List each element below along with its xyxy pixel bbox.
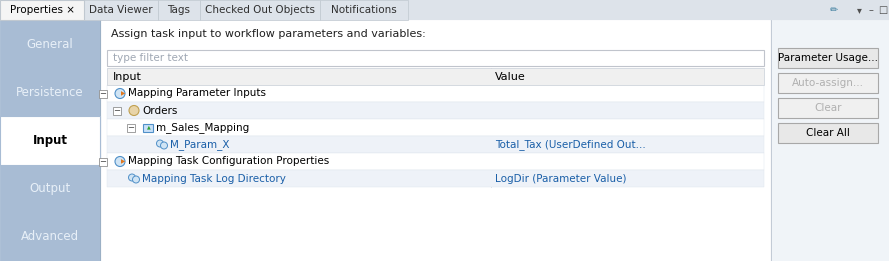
Text: Value: Value [495, 72, 526, 81]
Bar [101, 20, 770, 261]
Text: Data Viewer: Data Viewer [89, 5, 153, 15]
Bar [0, 0, 889, 20]
Text: M_Param_X: M_Param_X [170, 139, 229, 150]
Text: LogDir (Parameter Value): LogDir (Parameter Value) [495, 174, 627, 183]
Bar [99, 90, 107, 98]
Text: ▲: ▲ [147, 124, 151, 129]
Circle shape [115, 157, 125, 167]
Bar [778, 123, 878, 143]
Circle shape [156, 140, 164, 147]
Bar [770, 20, 889, 261]
Bar [778, 98, 878, 118]
Text: ▾: ▾ [857, 5, 861, 15]
Bar [107, 153, 764, 170]
Bar [113, 106, 121, 115]
Bar [107, 136, 764, 153]
Bar [127, 123, 135, 132]
Text: m_Sales_Mapping: m_Sales_Mapping [156, 122, 249, 133]
Text: Assign task input to workflow parameters and variables:: Assign task input to workflow parameters… [111, 29, 426, 39]
Text: Input: Input [33, 134, 68, 147]
Bar [107, 85, 764, 102]
Bar [107, 50, 764, 66]
Bar [200, 0, 320, 20]
Bar [0, 20, 100, 261]
Text: Mapping Task Log Directory: Mapping Task Log Directory [142, 174, 286, 183]
Bar [99, 157, 107, 165]
Circle shape [115, 88, 125, 98]
Text: Tags: Tags [167, 5, 190, 15]
Bar [107, 119, 764, 136]
Text: −: − [127, 123, 134, 132]
Text: type filter text: type filter text [113, 53, 188, 63]
Text: Mapping Parameter Inputs: Mapping Parameter Inputs [128, 88, 266, 98]
Text: ✏: ✏ [830, 5, 838, 15]
Text: Parameter Usage...: Parameter Usage... [778, 53, 878, 63]
Text: Total_Tax (UserDefined Out...: Total_Tax (UserDefined Out... [495, 139, 646, 150]
Text: Clear: Clear [814, 103, 842, 113]
Text: Mapping Task Configuration Properties: Mapping Task Configuration Properties [128, 157, 329, 167]
Text: Checked Out Objects: Checked Out Objects [205, 5, 315, 15]
Bar [778, 73, 878, 93]
Bar [107, 102, 764, 119]
Text: Clear All: Clear All [806, 128, 850, 138]
Bar [107, 170, 764, 187]
Text: Auto-assign...: Auto-assign... [792, 78, 864, 88]
Bar [100, 20, 101, 261]
Bar [0, 0, 84, 20]
Text: General: General [27, 38, 74, 51]
Text: □: □ [878, 5, 887, 15]
Circle shape [132, 176, 140, 183]
Circle shape [129, 105, 139, 116]
Text: Advanced: Advanced [21, 230, 79, 244]
Text: Properties ×: Properties × [10, 5, 75, 15]
Bar [84, 0, 158, 20]
Text: –: – [869, 5, 873, 15]
Bar [107, 68, 764, 85]
Text: −: − [100, 89, 107, 98]
Bar [320, 0, 408, 20]
Text: Output: Output [29, 182, 70, 195]
Circle shape [129, 174, 135, 181]
Text: Orders: Orders [142, 105, 178, 116]
Text: Notifications: Notifications [331, 5, 396, 15]
Text: Input: Input [113, 72, 142, 81]
Bar [158, 0, 200, 20]
Bar [408, 0, 889, 20]
Text: −: − [100, 157, 107, 166]
Text: ▶: ▶ [121, 91, 125, 96]
Circle shape [161, 142, 167, 149]
Bar [778, 48, 878, 68]
Text: −: − [114, 106, 121, 115]
Bar [143, 123, 153, 132]
Bar [0, 116, 100, 165]
Text: Persistence: Persistence [16, 86, 84, 99]
Text: ▶: ▶ [121, 159, 125, 164]
Bar [770, 20, 771, 261]
